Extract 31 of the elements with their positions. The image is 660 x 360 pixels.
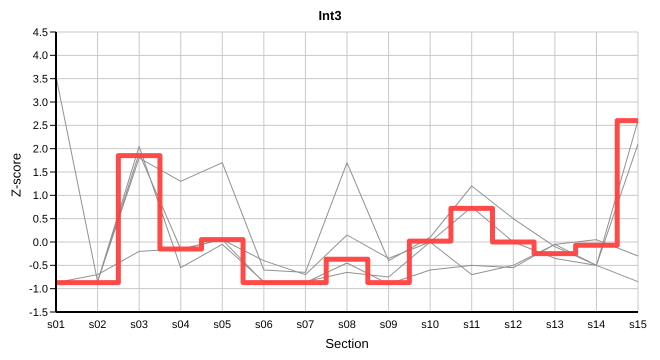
y-tick-label: 3.5 [32,74,48,86]
y-tick-label: 4.0 [32,50,48,62]
y-tick-label: -0.5 [29,260,48,272]
y-tick-label: 1.0 [32,190,48,202]
x-axis-title: Section [325,336,369,351]
x-tick-label: s06 [254,318,273,331]
y-tick-label: 0.5 [32,214,48,226]
x-tick-label: s13 [546,318,564,331]
y-tick-label: 2.0 [32,144,48,156]
y-tick-label: -1.0 [29,284,48,296]
x-tick-label: s05 [213,318,232,331]
x-tick-label: s10 [421,318,440,331]
y-tick-label: -1.5 [29,306,48,319]
x-tick-label: s11 [463,318,480,331]
x-tick-label: s07 [296,318,314,331]
y-tick-label: 4.5 [32,26,48,39]
x-tick-label: s09 [380,318,398,331]
x-tick-label: s04 [172,318,190,331]
x-tick-label: s02 [88,318,106,331]
x-tick-label: s15 [629,318,647,331]
y-axis-title: Z-score [8,152,24,197]
y-tick-label: 1.5 [32,166,48,179]
x-tick-label: s08 [338,318,356,331]
x-tick-label: s14 [588,318,606,331]
x-tick-label: s01 [47,318,65,331]
x-tick-label: s12 [504,318,522,331]
y-tick-label: 3.0 [32,96,48,109]
x-tick-label: s03 [130,318,148,331]
y-tick-label: 0.0 [32,236,48,249]
chart-title: Int3 [317,8,343,25]
y-tick-label: 2.5 [32,120,48,132]
